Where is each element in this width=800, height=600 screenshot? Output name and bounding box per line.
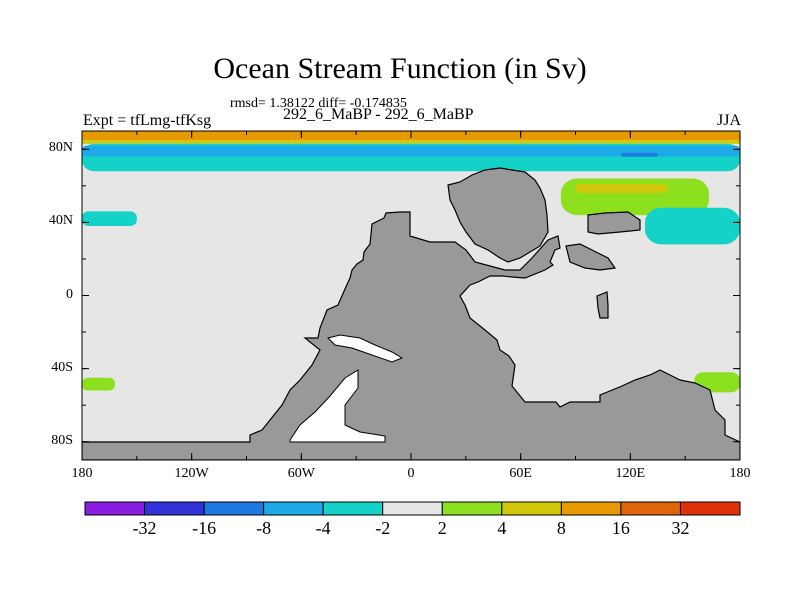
field-n-pacific-cyan <box>82 211 137 227</box>
lat-tick-label: 0 <box>66 286 73 302</box>
field-arctic-deep-blue <box>621 152 658 157</box>
colorbar-swatch <box>679 501 741 516</box>
colorbar-label: -16 <box>192 518 217 538</box>
colorbar-swatch <box>144 501 205 516</box>
land-americas <box>82 211 740 460</box>
colorbar-swatch <box>84 501 146 516</box>
colorbar-swatch <box>501 501 562 516</box>
colorbar-label: 4 <box>497 518 507 538</box>
colorbar-swatch <box>441 501 503 516</box>
case-label: 292_6_MaBP - 292_6_MaBP <box>283 106 474 123</box>
land-eurasia <box>447 167 549 263</box>
land-southeast <box>565 243 617 271</box>
colorbar-swatch <box>382 501 443 516</box>
lon-tick-label: 120E <box>615 466 646 481</box>
season-label: JJA <box>717 112 742 129</box>
colorbar-label: 2 <box>437 518 447 538</box>
field-ne-asia-yellow <box>575 184 667 194</box>
colorbar-swatch <box>322 501 384 516</box>
experiment-label: Expt = tfLmg-tfKsg <box>83 112 212 129</box>
field-e-asia-cyan <box>644 207 740 245</box>
lat-tick-label: 40N <box>48 213 73 229</box>
land-masses <box>82 167 740 460</box>
lon-tick-label: 60W <box>287 466 315 481</box>
colorbar-swatch <box>560 501 622 516</box>
field-arctic-yellow <box>82 140 740 144</box>
colorbar-swatch <box>620 501 681 516</box>
colorbar-label: 32 <box>671 518 690 538</box>
chart-title: Ocean Stream Function (in Sv) <box>213 52 587 85</box>
lat-tick-label: 80S <box>51 432 73 448</box>
chart-subtitle: rmsd= 1.38122 diff= -0.174835 <box>230 96 407 111</box>
field-s-pacific-green <box>82 377 115 391</box>
colorbar-label: -4 <box>315 518 331 538</box>
land-east-island <box>587 211 641 235</box>
inland-waters <box>289 334 404 443</box>
colorbar <box>84 501 741 516</box>
land-small-island <box>596 291 609 319</box>
lat-tick-label: 40S <box>51 359 73 375</box>
colorbar-label: 8 <box>556 518 566 538</box>
colorbar-label: -32 <box>132 518 157 538</box>
inland-water-west <box>327 334 404 363</box>
colorbar-label: -8 <box>256 518 272 538</box>
lon-tick-label: 120W <box>174 466 209 481</box>
inland-water-south <box>289 369 386 443</box>
lat-tick-label: 80N <box>48 140 73 156</box>
colorbar-swatch <box>263 501 324 516</box>
colorbar-swatch <box>203 501 265 516</box>
colorbar-label: 16 <box>611 518 630 538</box>
lon-tick-label: 0 <box>407 466 415 481</box>
colorbar-label: -2 <box>375 518 391 538</box>
lon-tick-label: 180 <box>729 466 751 481</box>
field-north-blue-core <box>82 145 740 157</box>
lon-tick-label: 60E <box>509 466 532 481</box>
lon-tick-label: 180 <box>71 466 93 481</box>
